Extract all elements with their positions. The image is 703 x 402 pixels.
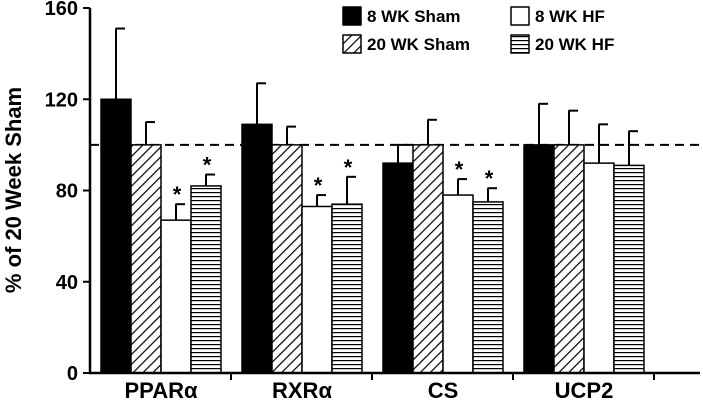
bar bbox=[472, 201, 504, 374]
legend: 8 WK Sham 20 WK Sham 8 WK HF 20 WK HF bbox=[342, 6, 614, 54]
legend-swatch bbox=[342, 6, 362, 26]
bar bbox=[301, 205, 333, 374]
error-bar bbox=[427, 118, 437, 145]
error-bar bbox=[598, 123, 608, 164]
error-bar bbox=[568, 109, 578, 145]
x-tick-label: RXRα bbox=[272, 378, 332, 402]
x-tick-label: PPARα bbox=[124, 378, 197, 402]
x-tick-label: UCP2 bbox=[555, 378, 614, 402]
bar bbox=[553, 144, 585, 374]
significance-star: * bbox=[314, 173, 323, 198]
legend-swatch bbox=[510, 6, 530, 26]
significance-star: * bbox=[455, 157, 464, 182]
legend-swatch bbox=[510, 34, 530, 54]
significance-star: * bbox=[485, 166, 494, 191]
significance-star: * bbox=[203, 153, 212, 178]
legend-label: 20 WK HF bbox=[535, 35, 614, 54]
legend-label: 20 WK Sham bbox=[367, 35, 470, 54]
legend-item: 8 WK Sham bbox=[342, 6, 461, 26]
bar bbox=[613, 164, 645, 374]
error-bar bbox=[145, 121, 155, 145]
legend-swatch bbox=[342, 34, 362, 54]
y-axis-title: % of 20 Week Sham bbox=[1, 87, 26, 293]
bar bbox=[130, 144, 162, 374]
y-tick-label: 80 bbox=[56, 181, 78, 203]
bar bbox=[190, 185, 222, 374]
bar bbox=[583, 162, 615, 374]
legend-item: 20 WK Sham bbox=[342, 34, 470, 54]
plot-area: **** * * bbox=[90, 27, 700, 374]
x-tick-label: CS bbox=[428, 378, 459, 402]
bar bbox=[160, 219, 192, 374]
bar-group-1: ** bbox=[241, 82, 363, 374]
bar bbox=[523, 144, 555, 374]
bar bbox=[100, 98, 132, 374]
y-axis-title-group: % of 20 Week Sham bbox=[1, 87, 26, 293]
y-tick-label: 40 bbox=[56, 272, 78, 294]
error-bar bbox=[316, 194, 326, 207]
legend-label: 8 WK Sham bbox=[367, 7, 461, 26]
bar bbox=[442, 194, 474, 374]
error-bar bbox=[346, 175, 356, 205]
error-bar bbox=[457, 178, 467, 196]
bar-group-0: ** bbox=[100, 27, 222, 374]
significance-star: * bbox=[173, 182, 182, 207]
legend-item: 20 WK HF bbox=[510, 34, 614, 54]
error-bar bbox=[538, 102, 548, 145]
error-bar bbox=[628, 130, 638, 166]
error-bar bbox=[175, 203, 185, 221]
legend-item: 8 WK HF bbox=[510, 6, 605, 26]
bar bbox=[412, 144, 444, 374]
error-bar bbox=[397, 143, 407, 164]
bar-group-2: * * bbox=[382, 118, 504, 374]
error-bar bbox=[256, 82, 266, 125]
error-bar bbox=[286, 125, 296, 145]
error-bar bbox=[205, 173, 215, 186]
legend-label: 8 WK HF bbox=[535, 7, 605, 26]
y-tick-label: 120 bbox=[45, 89, 78, 111]
significance-star: * bbox=[344, 155, 353, 180]
y-axis: 0 40 80 120 160 bbox=[45, 0, 92, 385]
bar-group-3 bbox=[523, 102, 645, 374]
bar bbox=[241, 123, 273, 374]
error-bar bbox=[115, 27, 125, 100]
y-tick-label: 160 bbox=[45, 0, 78, 20]
bar bbox=[331, 203, 363, 374]
y-tick-label: 0 bbox=[67, 363, 78, 385]
bar bbox=[382, 162, 414, 374]
x-axis: PPARα RXRα CS UCP2 bbox=[89, 371, 700, 402]
bar bbox=[271, 144, 303, 374]
error-bar bbox=[487, 187, 497, 202]
